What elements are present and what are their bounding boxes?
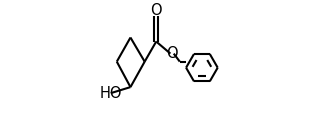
Text: O: O [150, 3, 162, 18]
Text: HO: HO [99, 86, 122, 101]
Text: O: O [166, 46, 177, 61]
